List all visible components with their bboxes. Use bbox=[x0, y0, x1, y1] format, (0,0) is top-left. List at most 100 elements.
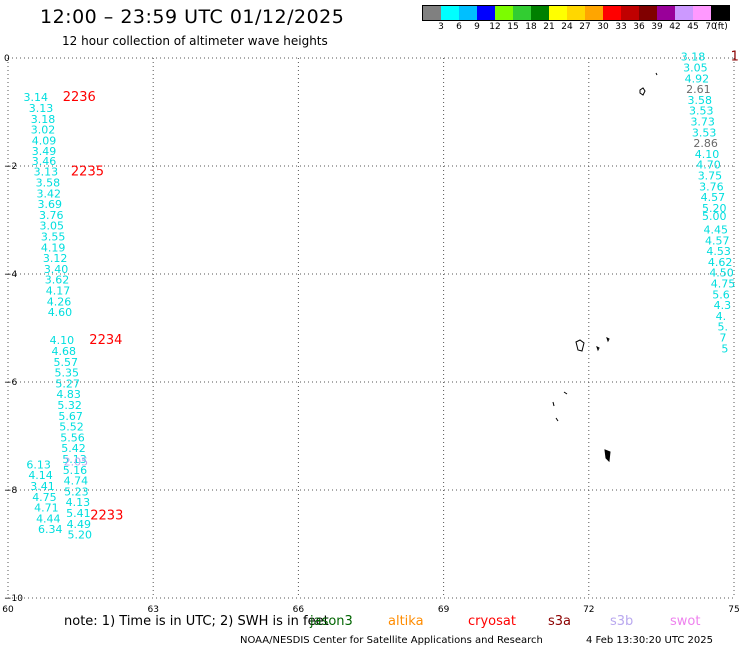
altimeter-tracks: 3.143.133.183.024.093.493.463.133.583.42… bbox=[23, 51, 735, 542]
wave-height-value: 3.58 bbox=[36, 177, 61, 190]
wave-height-value: 3.41 bbox=[30, 480, 55, 493]
color-scale-label: 3 bbox=[438, 22, 444, 32]
wave-height-value: 5.56 bbox=[60, 431, 85, 444]
island-outline bbox=[606, 337, 610, 343]
lon-tick-label: 60 bbox=[2, 605, 14, 615]
color-scale-label: 15 bbox=[507, 22, 519, 32]
wave-height-value: 5.57 bbox=[53, 356, 78, 369]
wave-height-value: 4.45 bbox=[704, 224, 729, 237]
color-scale bbox=[422, 5, 730, 21]
legend-item-jason3: jason3 bbox=[310, 614, 353, 629]
footer-timestamp: 4 Feb 13:30:20 UTC 2025 bbox=[586, 635, 713, 646]
wave-height-value: 5.23 bbox=[64, 485, 89, 498]
landmasses bbox=[552, 72, 658, 463]
wave-height-value: 6.13 bbox=[26, 458, 50, 471]
wave-height-value: 5.42 bbox=[61, 442, 86, 455]
wave-height-value: 5.6 bbox=[712, 288, 730, 301]
island-outline bbox=[604, 449, 611, 463]
wave-height-value: 3.13 bbox=[34, 166, 59, 179]
wave-height-value: 4.50 bbox=[709, 267, 734, 280]
wave-height-value: 3.40 bbox=[44, 263, 69, 276]
wave-height-value: 3.55 bbox=[41, 231, 66, 244]
color-scale-label: 27 bbox=[579, 22, 591, 32]
wave-height-value: 4.60 bbox=[48, 306, 73, 319]
wave-height-value: 7 bbox=[719, 332, 726, 345]
color-swatch bbox=[459, 6, 477, 20]
wave-height-value: 4.44 bbox=[36, 512, 61, 525]
island-outline bbox=[563, 391, 568, 395]
wave-height-value: 5.20 bbox=[702, 202, 727, 215]
wave-height-value: 2.61 bbox=[686, 83, 711, 96]
wave-height-value: 2.86 bbox=[693, 137, 718, 150]
wave-height-value: 5.52 bbox=[59, 421, 84, 434]
wave-height-value: 4.57 bbox=[705, 234, 730, 247]
wave-height-value: 3.76 bbox=[699, 180, 724, 193]
island-outline bbox=[639, 87, 646, 96]
wave-height-value: 4.68 bbox=[52, 345, 76, 358]
wave-height-value: 3.53 bbox=[689, 105, 714, 118]
note-text: note: 1) Time is in UTC; 2) SWH is in fe… bbox=[64, 614, 329, 629]
pass-time-labels: 2236 2235 2234 2233 1705 bbox=[63, 50, 740, 524]
wave-height-value: 3.53 bbox=[692, 126, 717, 139]
legend-item-cryosat: cryosat bbox=[468, 614, 516, 629]
wave-height-value: 4.09 bbox=[32, 134, 57, 147]
color-scale-label: 6 bbox=[456, 22, 462, 32]
wave-height-value: 3.02 bbox=[31, 124, 56, 137]
wave-height-value: 4.49 bbox=[67, 518, 92, 531]
lat-tick-label: 0 bbox=[4, 54, 10, 64]
wave-height-value: 3.46 bbox=[32, 155, 57, 168]
wave-height-value: 3.18 bbox=[681, 51, 706, 64]
pass-time-label: 2235 bbox=[71, 165, 104, 180]
page-subtitle: 12 hour collection of altimeter wave hei… bbox=[62, 34, 328, 48]
lat-tick-label: −6 bbox=[4, 378, 18, 388]
wave-height-value: 5.32 bbox=[57, 399, 81, 412]
wave-height-value: 3.05 bbox=[39, 220, 64, 233]
color-swatch bbox=[495, 6, 513, 20]
color-scale-label: 45 bbox=[687, 22, 699, 32]
color-scale-label: 70 bbox=[705, 22, 717, 32]
wave-height-value: 6.34 bbox=[38, 523, 63, 536]
wave-height-value: 3.75 bbox=[698, 170, 723, 183]
wave-height-value: 3.58 bbox=[688, 94, 713, 107]
island-outline bbox=[655, 72, 658, 76]
color-scale-label: 24 bbox=[561, 22, 573, 32]
lon-tick-label: 69 bbox=[438, 605, 450, 615]
pass-time-label: 1705 bbox=[731, 50, 740, 65]
color-scale-label: 9 bbox=[474, 22, 480, 32]
color-scale-label: 36 bbox=[633, 22, 645, 32]
wave-height-value: 4.62 bbox=[708, 256, 733, 269]
color-scale-label: 39 bbox=[651, 22, 663, 32]
color-swatch bbox=[585, 6, 603, 20]
color-scale-label: 42 bbox=[669, 22, 681, 32]
color-scale-label: 21 bbox=[543, 22, 555, 32]
wave-height-value: 5.67 bbox=[58, 410, 83, 423]
wave-height-value: 5. bbox=[718, 321, 729, 334]
wave-height-value: 4.92 bbox=[685, 72, 710, 85]
color-scale-label: 18 bbox=[525, 22, 537, 32]
wave-height-value: 5 bbox=[721, 342, 728, 355]
legend-item-s3b: s3b bbox=[610, 614, 634, 629]
color-swatch bbox=[675, 6, 693, 20]
wave-height-value: 5.41 bbox=[66, 507, 91, 520]
color-swatch bbox=[621, 6, 639, 20]
wave-height-value: 4.74 bbox=[64, 475, 89, 488]
island-outline bbox=[596, 346, 600, 352]
legend-item-s3a: s3a bbox=[548, 614, 572, 629]
wave-height-value: 5.16 bbox=[63, 464, 88, 477]
wave-height-value: 4.10 bbox=[50, 334, 75, 347]
wave-height-value: 3.05 bbox=[683, 62, 708, 75]
wave-height-value: 3.18 bbox=[31, 113, 56, 126]
color-swatch bbox=[477, 6, 495, 20]
wave-height-value: 5.35 bbox=[54, 367, 79, 380]
color-swatch bbox=[531, 6, 549, 20]
lat-tick-label: −2 bbox=[4, 162, 17, 172]
legend-item-swot: swot bbox=[670, 614, 701, 629]
lon-tick-label: 66 bbox=[293, 605, 305, 615]
wave-height-value: 4.3 bbox=[714, 299, 732, 312]
lon-tick-label: 72 bbox=[583, 605, 594, 615]
wave-height-value: 4. bbox=[716, 310, 727, 323]
wave-height-value: 3.49 bbox=[32, 145, 57, 158]
wave-height-value: 4.75 bbox=[32, 491, 57, 504]
wave-height-value: 3.12 bbox=[43, 252, 68, 265]
